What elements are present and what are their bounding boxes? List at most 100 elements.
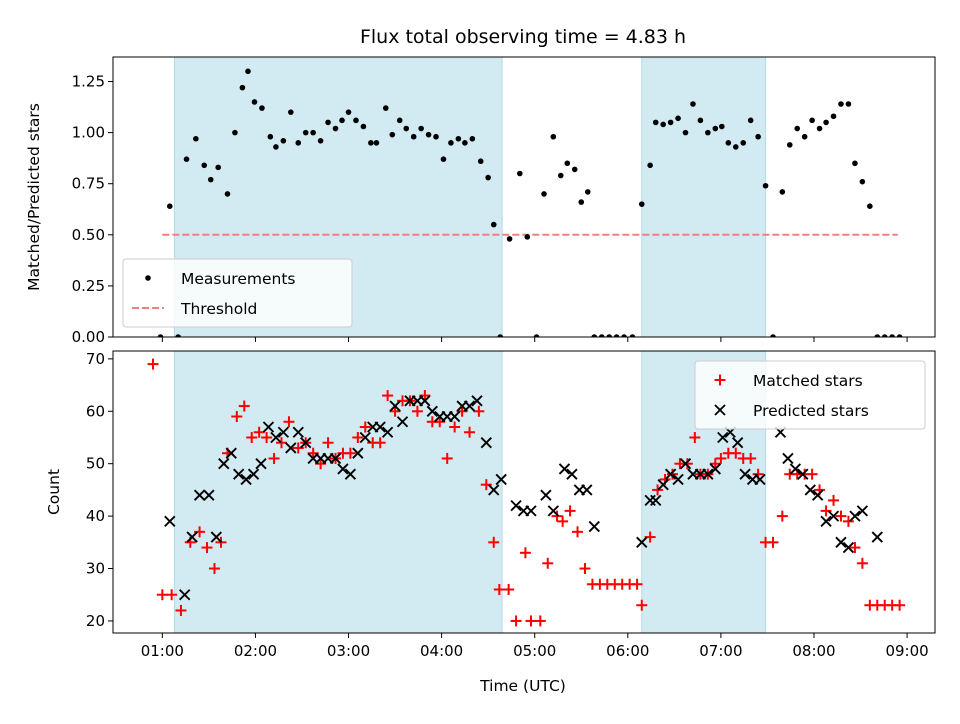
data-point <box>310 129 316 136</box>
data-marker <box>285 442 297 454</box>
x-tick-label: 07:00 <box>699 642 742 660</box>
data-marker <box>871 531 883 543</box>
data-point <box>485 174 491 181</box>
panel-counts: 20 30 40 50 60 70 01:00 02:00 03:00 04:00 05:00 06:… <box>86 350 936 660</box>
data-point <box>571 166 578 173</box>
data-marker <box>210 531 223 543</box>
plot-content <box>147 358 906 627</box>
data-point <box>410 133 417 140</box>
marker-stroke <box>717 431 729 444</box>
marker-stroke <box>277 426 290 438</box>
data-point <box>838 101 844 107</box>
data-point <box>652 119 659 126</box>
data-marker <box>480 437 492 449</box>
data-point <box>801 133 808 140</box>
data-marker <box>277 426 290 438</box>
data-marker <box>856 505 869 517</box>
data-marker <box>709 463 721 475</box>
data-point <box>867 203 873 209</box>
data-point <box>613 334 620 337</box>
data-marker <box>411 405 423 417</box>
data-marker <box>709 458 721 470</box>
marker-stroke <box>359 431 371 444</box>
data-marker <box>849 510 861 522</box>
data-point <box>591 334 598 337</box>
data-marker <box>322 437 334 449</box>
data-marker <box>689 431 701 443</box>
marker-stroke <box>203 489 215 501</box>
marker-stroke <box>255 458 267 470</box>
data-marker <box>767 536 779 548</box>
marker-stroke <box>463 400 476 412</box>
y-tick-label: 20 <box>86 612 105 630</box>
data-point <box>317 137 324 144</box>
data-point <box>770 334 776 337</box>
marker-stroke <box>329 452 342 465</box>
y-tick-label: 0.00 <box>72 328 105 346</box>
data-point <box>889 334 895 337</box>
data-marker <box>542 557 554 569</box>
data-marker <box>246 431 258 443</box>
data-point <box>629 334 636 337</box>
marker-stroke <box>285 442 297 454</box>
data-marker <box>652 484 664 496</box>
data-point <box>550 133 557 140</box>
data-point <box>245 68 251 75</box>
marker-stroke <box>754 473 766 486</box>
marker-stroke <box>827 510 840 522</box>
data-marker <box>194 526 206 538</box>
data-marker <box>262 421 275 433</box>
data-marker <box>828 494 840 506</box>
data-point <box>660 121 666 128</box>
data-point <box>389 131 396 138</box>
series-measurements <box>157 68 903 337</box>
data-marker <box>381 426 394 438</box>
data-point <box>638 201 645 207</box>
y-tick-label: 0.50 <box>72 226 105 244</box>
marker-stroke <box>374 421 386 433</box>
marker-stroke <box>389 400 401 412</box>
data-point <box>360 123 367 130</box>
data-point <box>251 99 258 105</box>
legend-label: Predicted stars <box>753 402 869 420</box>
data-point <box>852 160 858 167</box>
plot-layer: 0.00 0.25 0.50 0.75 1.00 1.25 Measurements Thre… <box>72 56 936 660</box>
marker-stroke <box>352 447 364 459</box>
data-marker <box>233 468 245 480</box>
marker-stroke <box>426 405 438 417</box>
data-marker <box>344 447 356 459</box>
marker-stroke <box>797 468 809 480</box>
y-tick-label: 50 <box>86 455 105 473</box>
data-marker <box>268 452 280 464</box>
data-point <box>332 125 339 132</box>
data-marker <box>344 468 357 480</box>
data-marker <box>352 447 364 459</box>
marker-stroke <box>510 499 522 512</box>
data-marker <box>820 515 832 528</box>
data-marker <box>566 468 578 480</box>
marker-stroke <box>233 468 245 480</box>
data-marker <box>745 452 757 464</box>
data-marker <box>419 390 431 402</box>
data-marker <box>434 416 446 428</box>
data-point <box>157 334 164 337</box>
data-marker <box>261 431 273 443</box>
legend-label: Measurements <box>181 270 296 288</box>
data-point <box>732 144 739 150</box>
marker-stroke <box>849 510 861 522</box>
data-marker <box>789 463 802 475</box>
data-marker <box>203 489 215 501</box>
data-point <box>215 164 221 171</box>
data-marker <box>717 431 729 444</box>
data-marker <box>463 400 476 412</box>
data-point <box>823 119 829 126</box>
data-point <box>705 129 711 136</box>
data-marker <box>300 437 312 449</box>
data-point <box>524 234 531 240</box>
data-point <box>874 334 881 337</box>
data-point <box>598 334 605 337</box>
legend: Matched stars Predicted stars <box>694 360 926 430</box>
data-marker <box>315 458 327 470</box>
data-marker <box>579 563 591 575</box>
